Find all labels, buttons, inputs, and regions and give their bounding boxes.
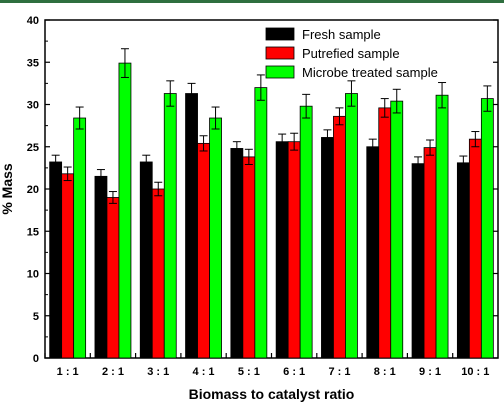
bar-microbe-treated-sample-1 <box>73 117 87 359</box>
bar-microbe-treated-sample-4 <box>209 117 222 359</box>
bar-microbe-treated-sample-6 <box>299 105 313 359</box>
y-axis-title: % Mass <box>0 163 15 215</box>
x-tick-label: 8 : 1 <box>374 366 396 378</box>
y-tick-label: 35 <box>27 57 39 69</box>
bar-putrefied-sample-4 <box>197 142 210 359</box>
x-tick-label: 3 : 1 <box>147 366 169 378</box>
bar-microbe-treated-sample-5 <box>254 87 268 359</box>
y-tick-label: 0 <box>33 353 39 365</box>
bars-group <box>49 62 494 359</box>
legend-label: Putrefied sample <box>302 46 400 61</box>
y-tick-label: 30 <box>27 100 39 112</box>
y-tick-label: 20 <box>27 184 39 196</box>
bar-microbe-treated-sample-9 <box>435 94 449 359</box>
x-tick-label: 2 : 1 <box>102 366 124 378</box>
bar-microbe-treated-sample-3 <box>163 93 177 359</box>
y-tick-label: 25 <box>27 142 39 154</box>
x-tick-label: 7 : 1 <box>328 366 350 378</box>
x-tick-label: 9 : 1 <box>419 366 441 378</box>
y-tick-label: 5 <box>33 311 39 323</box>
bar-putrefied-sample-2 <box>106 197 120 359</box>
y-tick-label: 10 <box>27 269 39 281</box>
bar-fresh-sample-2 <box>94 175 108 359</box>
bar-putrefied-sample-5 <box>242 156 256 359</box>
x-tick-label: 6 : 1 <box>283 366 305 378</box>
bar-microbe-treated-sample-2 <box>118 62 132 359</box>
bar-fresh-sample-3 <box>139 161 153 359</box>
x-tick-label: 5 : 1 <box>238 366 260 378</box>
bar-putrefied-sample-3 <box>151 188 165 359</box>
legend-swatch-microbe-treated-sample <box>265 65 295 79</box>
x-axis: 1 : 1 2 : 1 3 : 1 4 : 1 5 : 1 6 : 1 7 : 1 8 : 1… <box>44 353 489 378</box>
y-tick-label: 40 <box>27 15 39 27</box>
bar-putrefied-sample-10 <box>468 138 482 359</box>
x-tick-label: 1 : 1 <box>57 366 79 378</box>
bar-fresh-sample-1 <box>49 161 63 359</box>
bar-microbe-treated-sample-10 <box>480 98 494 359</box>
bar-fresh-sample-10 <box>456 162 470 359</box>
bar-putrefied-sample-1 <box>61 173 75 359</box>
bar-putrefied-sample-6 <box>287 141 301 359</box>
legend: Fresh sample Putrefied sample Microbe trea… <box>265 27 438 80</box>
bar-putrefied-sample-9 <box>423 147 437 359</box>
y-tick-label: 15 <box>27 226 39 238</box>
bar-fresh-sample-5 <box>230 148 244 359</box>
bar-fresh-sample-6 <box>275 141 289 359</box>
bar-fresh-sample-9 <box>411 163 425 359</box>
bar-fresh-sample-7 <box>321 137 334 359</box>
bar-fresh-sample-4 <box>185 93 198 359</box>
bar-microbe-treated-sample-8 <box>390 100 404 359</box>
bar-microbe-treated-sample-7 <box>345 93 358 359</box>
x-tick-label: 10 : 1 <box>461 366 489 378</box>
bar-putrefied-sample-8 <box>378 107 392 359</box>
bar-putrefied-sample-7 <box>333 115 346 359</box>
bar-fresh-sample-8 <box>366 146 380 359</box>
error-bars-group <box>51 48 492 204</box>
legend-label: Fresh sample <box>302 27 381 42</box>
x-axis-title: Biomass to catalyst ratio <box>189 386 355 402</box>
legend-swatch-fresh-sample <box>265 27 295 41</box>
y-axis: 0 5 10 15 20 25 30 35 40 <box>27 15 498 365</box>
legend-label: Microbe treated sample <box>302 65 438 80</box>
legend-swatch-putrefied-sample <box>265 46 295 60</box>
x-tick-label: 4 : 1 <box>193 366 215 378</box>
top-accent-rule <box>0 0 504 3</box>
